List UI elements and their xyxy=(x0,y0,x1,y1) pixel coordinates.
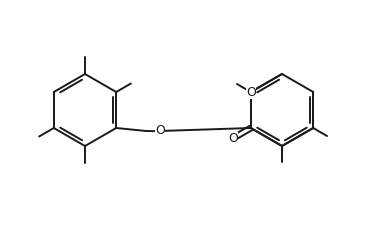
Text: O: O xyxy=(155,124,165,137)
Text: O: O xyxy=(246,86,256,99)
Text: O: O xyxy=(229,131,238,144)
